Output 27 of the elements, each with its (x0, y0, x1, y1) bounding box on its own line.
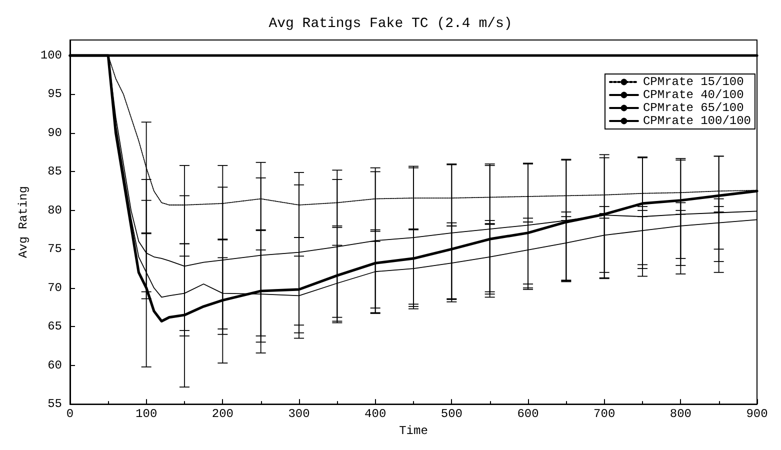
y-tick-label: 60 (48, 358, 62, 372)
legend-label: CPMrate 40/100 (642, 88, 744, 102)
x-tick-label: 800 (670, 407, 692, 422)
x-tick-label: 700 (594, 407, 616, 422)
y-tick-label: 85 (48, 164, 62, 179)
x-tick-label: 0 (66, 407, 74, 422)
y-tick-label: 90 (48, 126, 62, 140)
y-tick-label: 70 (48, 280, 62, 295)
x-tick-label: 400 (364, 407, 386, 422)
y-axis-title: Avg Rating (16, 186, 30, 258)
x-tick-label: 900 (746, 407, 768, 422)
y-tick-label: 95 (48, 87, 62, 102)
y-tick-label: 80 (48, 203, 62, 218)
x-axis-title: Time (399, 424, 428, 438)
x-tick-label: 200 (212, 407, 234, 422)
x-tick-label: 600 (517, 407, 539, 422)
x-tick-label: 300 (288, 407, 310, 422)
legend-label: CPMrate 65/100 (642, 101, 744, 115)
y-tick-label: 55 (48, 397, 62, 412)
y-tick-label: 65 (48, 320, 62, 334)
legend-label: CPMrate 15/100 (642, 75, 744, 89)
y-tick-label: 100 (40, 48, 62, 62)
legend-label: CPMrate 100/100 (642, 114, 752, 128)
chart-title: Avg Ratings Fake TC (2.4 m/s) (268, 16, 512, 32)
x-tick-label: 500 (440, 407, 462, 422)
y-tick-label: 75 (48, 242, 62, 256)
x-tick-label: 100 (136, 407, 158, 422)
